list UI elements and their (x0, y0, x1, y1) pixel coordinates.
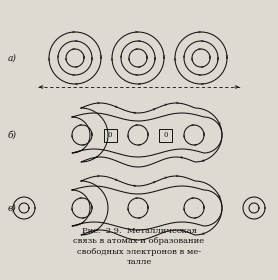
Text: 0: 0 (108, 131, 112, 139)
Text: в): в) (8, 204, 17, 213)
Bar (160, 129, 173, 141)
Bar (103, 129, 116, 141)
Text: б): б) (8, 130, 17, 139)
Text: а): а) (8, 53, 17, 62)
Text: Рис.  2.9.  Металлическая
связь в атомах и образование
свободных электронов в ме: Рис. 2.9. Металлическая связь в атомах и… (73, 227, 205, 266)
Text: 0: 0 (164, 131, 168, 139)
